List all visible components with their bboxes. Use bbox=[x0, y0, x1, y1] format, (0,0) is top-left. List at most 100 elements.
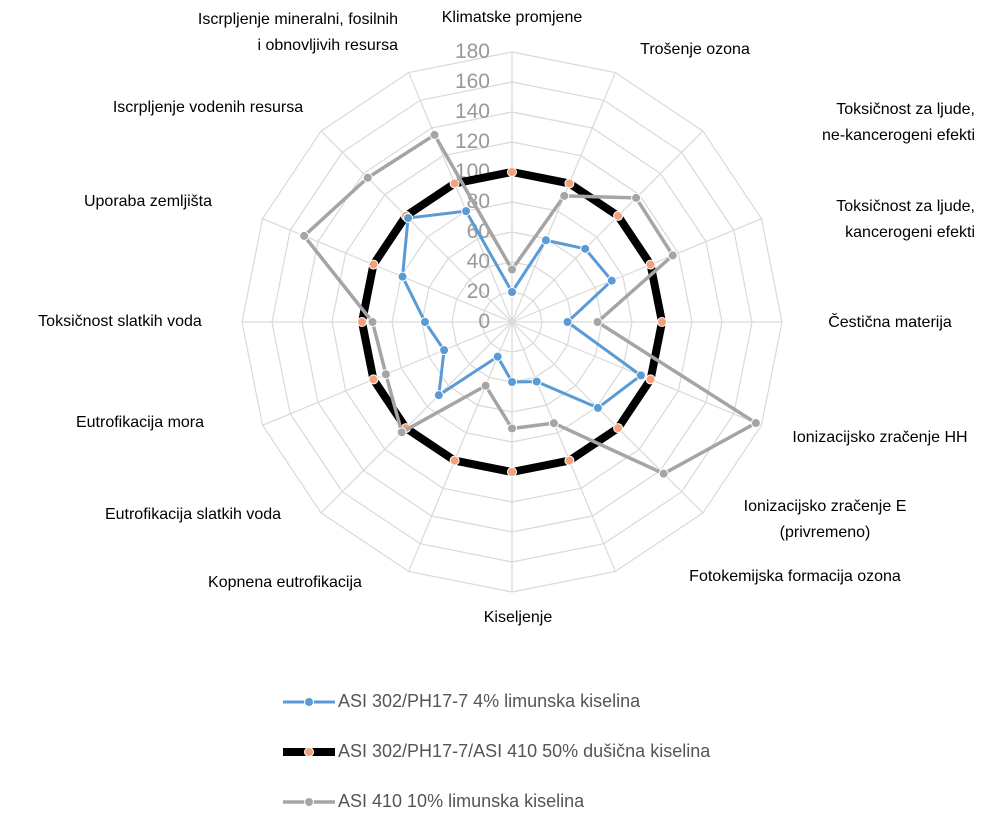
marker bbox=[507, 377, 517, 387]
text-line: 40 bbox=[467, 250, 490, 273]
text-line: Klimatske promjene bbox=[442, 9, 583, 26]
marker bbox=[507, 287, 517, 297]
text-line: 180 bbox=[455, 40, 490, 63]
text-line: Eutrofikacija mora bbox=[76, 414, 204, 431]
legend-label: ASI 302/PH17-7/ASI 410 50% dušična kisel… bbox=[338, 741, 711, 761]
marker bbox=[380, 369, 391, 380]
marker bbox=[592, 317, 603, 327]
marker bbox=[507, 467, 517, 477]
text-line: Trošenje ozona bbox=[640, 41, 750, 58]
axis-label: Iscrpljenje mineralni, fosilnih i obnovlj… bbox=[198, 11, 398, 54]
legend-label: ASI 302/PH17-7 4% limunska kiselina bbox=[338, 691, 641, 711]
y-tick-label: 180 bbox=[455, 40, 490, 63]
marker bbox=[480, 380, 491, 391]
marker bbox=[613, 423, 624, 434]
spoke bbox=[511, 321, 704, 514]
marker bbox=[548, 418, 559, 429]
marker bbox=[367, 317, 378, 327]
marker bbox=[433, 390, 444, 401]
legend-item: ASI 302/PH17-7/ASI 410 50% dušična kisel… bbox=[283, 741, 711, 761]
axis-label: Toksičnost za ljude, kancerogeni efekti bbox=[836, 198, 975, 241]
marker bbox=[439, 345, 450, 356]
text-line: Ionizacijsko zračenje HH bbox=[792, 429, 967, 446]
marker bbox=[396, 427, 407, 438]
marker bbox=[357, 317, 367, 327]
marker bbox=[368, 259, 379, 270]
axis-label: Klimatske promjene bbox=[442, 9, 583, 26]
marker bbox=[658, 468, 669, 479]
marker bbox=[449, 455, 460, 466]
marker bbox=[362, 172, 373, 183]
y-tick-label: 160 bbox=[455, 70, 490, 93]
text-line: Eutrofikacija slatkih voda bbox=[105, 506, 281, 523]
text-line: Iscrpljenje vodenih resursa bbox=[113, 99, 303, 116]
marker bbox=[613, 210, 624, 221]
text-line: Uporaba zemljišta bbox=[84, 193, 212, 210]
text-line: ASI 302/PH17-7/ASI 410 50% dušična kisel… bbox=[338, 741, 711, 761]
text-line: Čestična materija bbox=[828, 312, 952, 331]
axis-label: Kopnena eutrofikacija bbox=[208, 574, 362, 591]
text-line: Iscrpljenje mineralni, fosilnih bbox=[198, 11, 398, 28]
text-line: 160 bbox=[455, 70, 490, 93]
marker bbox=[645, 374, 656, 385]
axis-label: Ionizacijsko zračenje E (privremeno) bbox=[744, 498, 907, 541]
legend-item: ASI 302/PH17-7 4% limunska kiselina bbox=[283, 691, 641, 711]
spoke bbox=[408, 321, 513, 572]
axis-label: Kiseljenje bbox=[484, 609, 553, 626]
legend-label: ASI 410 10% limunska kiselina bbox=[338, 791, 585, 811]
y-tick-label: 40 bbox=[467, 250, 490, 273]
marker bbox=[559, 190, 570, 201]
series-line bbox=[401, 209, 643, 410]
legend-marker bbox=[304, 697, 314, 707]
marker bbox=[507, 167, 517, 177]
marker bbox=[606, 275, 617, 286]
legend-marker bbox=[304, 747, 314, 757]
axis-label: Fotokemijska formacija ozona bbox=[689, 568, 901, 585]
marker bbox=[631, 192, 642, 203]
text-line: Kopnena eutrofikacija bbox=[208, 574, 362, 591]
text-line: ne-kancerogeni efekti bbox=[822, 127, 975, 144]
marker bbox=[540, 235, 551, 246]
marker bbox=[507, 264, 517, 275]
text-line: 0 bbox=[478, 310, 490, 333]
y-tick-label: 140 bbox=[455, 100, 490, 123]
spoke bbox=[408, 72, 513, 323]
y-tick-label: 0 bbox=[478, 310, 490, 333]
y-tick-label: 80 bbox=[467, 190, 490, 213]
marker bbox=[507, 423, 517, 434]
text-line: Ionizacijsko zračenje E bbox=[744, 498, 907, 515]
text-line: Fotokemijska formacija ozona bbox=[689, 568, 901, 585]
text-line: 140 bbox=[455, 100, 490, 123]
marker bbox=[420, 317, 430, 327]
spoke bbox=[511, 130, 704, 323]
y-tick-label: 120 bbox=[455, 130, 490, 153]
spoke bbox=[320, 321, 513, 514]
text-line: i obnovljivih resursa bbox=[257, 37, 398, 54]
marker bbox=[564, 455, 575, 466]
axis-label: Toksičnost slatkih voda bbox=[38, 313, 202, 330]
text-line: Kiseljenje bbox=[484, 609, 553, 626]
legend-marker bbox=[304, 797, 314, 807]
spoke bbox=[320, 130, 513, 323]
marker bbox=[531, 376, 542, 387]
marker bbox=[403, 213, 414, 224]
axis-label: Trošenje ozona bbox=[640, 41, 750, 58]
marker bbox=[580, 243, 591, 254]
marker bbox=[750, 418, 761, 429]
marker bbox=[635, 370, 646, 381]
axis-label: Eutrofikacija mora bbox=[76, 414, 204, 431]
marker bbox=[657, 317, 667, 327]
marker bbox=[429, 129, 440, 140]
spoke bbox=[511, 218, 762, 323]
text-line: 80 bbox=[467, 190, 490, 213]
axis-label: Ionizacijsko zračenje HH bbox=[792, 429, 967, 446]
axis-label: Uporaba zemljišta bbox=[84, 193, 212, 210]
marker bbox=[368, 374, 379, 385]
marker bbox=[564, 178, 575, 189]
marker bbox=[592, 402, 603, 413]
marker bbox=[397, 271, 408, 282]
text-line: 120 bbox=[455, 130, 490, 153]
text-line: Toksičnost za ljude, bbox=[836, 198, 975, 215]
marker bbox=[645, 259, 656, 270]
